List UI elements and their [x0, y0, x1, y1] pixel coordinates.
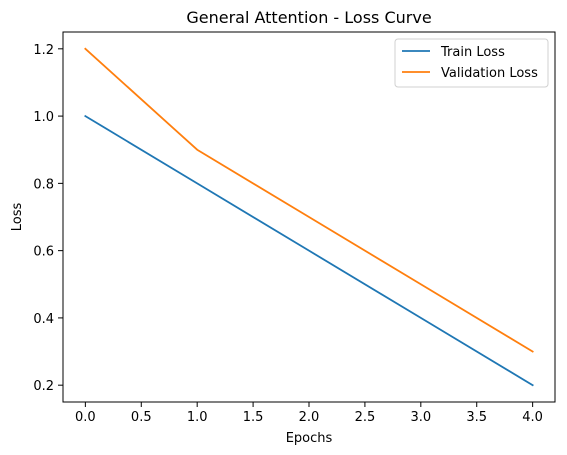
series-line-train-loss	[84, 114, 534, 387]
y-axis-label: Loss	[10, 203, 25, 232]
y-tick-label: 1.0	[33, 110, 54, 125]
x-tick-label: 1.0	[187, 410, 208, 425]
y-tick-label: 0.6	[33, 245, 54, 260]
x-tick-label: 2.0	[299, 410, 320, 425]
x-tick-label: 2.5	[355, 410, 376, 425]
x-tick-label: 3.5	[466, 410, 487, 425]
x-tick-label: 4.0	[522, 410, 543, 425]
y-ticks: 0.2 0.4 0.6 0.8 1.0 1.2	[33, 43, 63, 394]
y-tick-label: 0.2	[33, 379, 54, 394]
x-ticks: 0.0 0.5 1.0 1.5 2.0 2.5 3.0 3.5 4.0	[75, 402, 543, 425]
y-tick-label: 1.2	[33, 43, 54, 58]
x-tick-label: 1.5	[243, 410, 264, 425]
legend-label-train-loss: Train Loss	[440, 45, 505, 60]
x-tick-label: 3.0	[410, 410, 431, 425]
x-tick-label: 0.5	[131, 410, 152, 425]
legend-box	[394, 38, 549, 88]
chart-title: General Attention - Loss Curve	[186, 8, 431, 27]
x-tick-label: 0.0	[75, 410, 96, 425]
series-line-validation-loss	[84, 47, 534, 353]
series-group	[84, 47, 534, 387]
x-axis-label: Epochs	[286, 431, 333, 446]
y-tick-label: 0.4	[33, 312, 54, 327]
legend-label-validation-loss: Validation Loss	[441, 66, 538, 81]
legend: Train Loss Validation Loss	[394, 38, 549, 88]
y-tick-label: 0.8	[33, 177, 54, 192]
